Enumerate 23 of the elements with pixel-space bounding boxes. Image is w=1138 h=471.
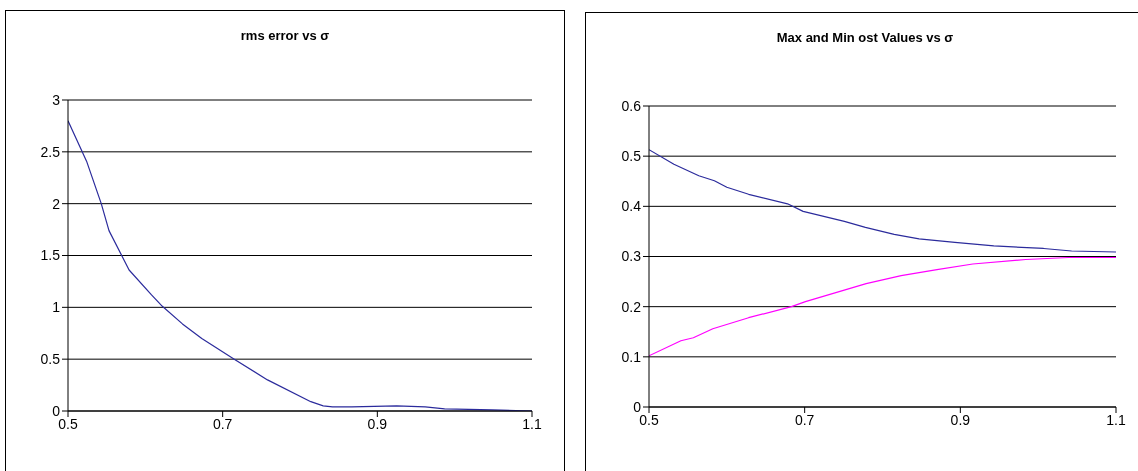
y-tick-label: 0.2: [621, 298, 642, 315]
y-tick-label: 0.1: [621, 348, 642, 365]
x-tick-label: 0.5: [639, 411, 659, 428]
x-tick-label: 0.7: [794, 411, 815, 428]
y-tick-label: 0.5: [40, 351, 61, 368]
x-tick-label: 0.7: [212, 415, 233, 432]
x-tick-label: 1.1: [522, 415, 542, 432]
y-tick-label: 0.3: [621, 248, 642, 265]
y-tick-label: 3: [52, 91, 61, 108]
y-tick-label: 2: [52, 195, 61, 212]
y-tick-label: 0.4: [621, 198, 642, 215]
y-tick-label: 2.5: [40, 143, 61, 160]
x-tick-label: 0.9: [950, 411, 971, 428]
x-tick-label: 1.1: [1106, 411, 1126, 428]
y-tick-label: 0: [633, 398, 642, 415]
y-tick-label: 0: [52, 402, 61, 419]
x-tick-label: 0.9: [367, 415, 388, 432]
y-tick-label: 1: [52, 299, 61, 316]
y-tick-label: 0.5: [621, 148, 642, 165]
y-tick-label: 0.6: [621, 97, 642, 114]
chart-title: Max and Min ost Values vs σ: [775, 30, 955, 45]
chart-title: rms error vs σ: [239, 28, 331, 43]
y-tick-label: 1.5: [40, 247, 61, 264]
